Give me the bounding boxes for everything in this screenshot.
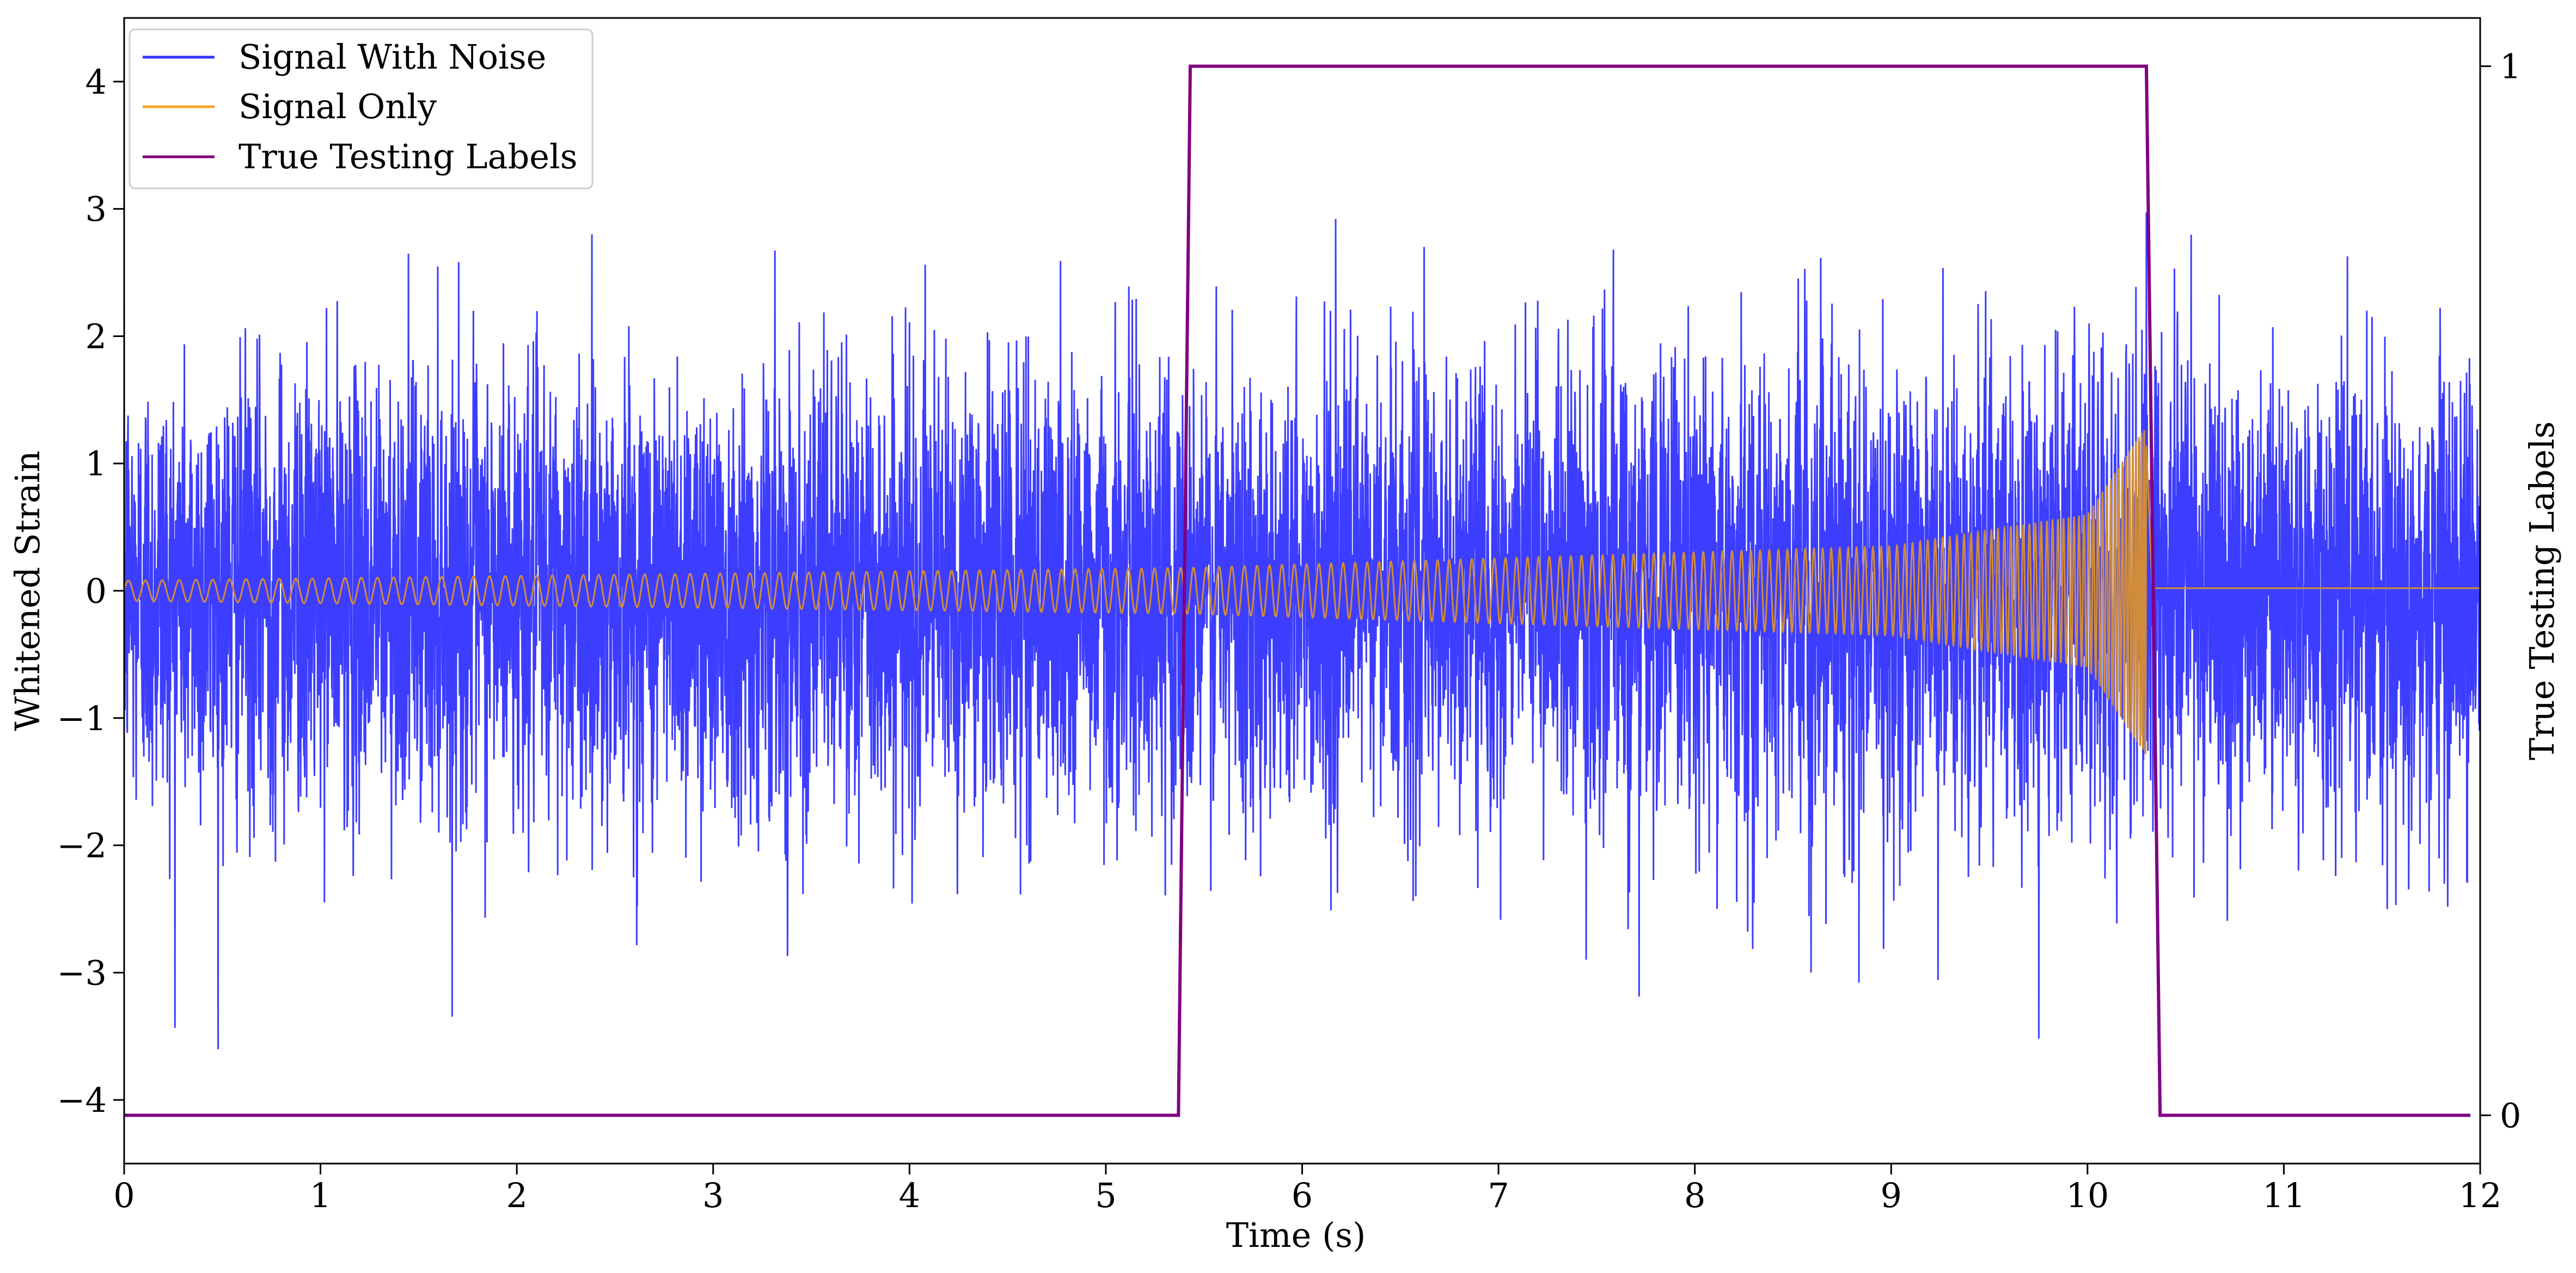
series-true-testing-labels: [124, 64, 2470, 1117]
y-tick-label: 3: [85, 189, 107, 229]
x-tick-label: 6: [1292, 1176, 1313, 1215]
legend-box: [129, 28, 593, 189]
x-tick-label: 5: [1095, 1176, 1116, 1215]
y-tick-label: 1: [85, 444, 107, 484]
legend-label-signal-with-noise: Signal With Noise: [238, 37, 546, 77]
series-signal-only: [124, 430, 2480, 755]
x-tick-label: 3: [702, 1176, 724, 1215]
y-tick-label: −2: [57, 826, 107, 866]
y-tick-label: −3: [57, 953, 107, 993]
x-tick-label: 12: [2459, 1176, 2502, 1215]
series-layer: [124, 64, 2480, 1117]
x-tick-label: 9: [1881, 1176, 1902, 1215]
y-axis-title: Whitened Strain: [8, 451, 47, 731]
y-tick-label: −1: [57, 699, 107, 738]
x-tick-label: 2: [506, 1176, 527, 1215]
y2-tick-label: 1: [2500, 47, 2521, 87]
x-axis-title: Time (s): [1226, 1215, 1366, 1255]
legend-label-signal-only: Signal Only: [238, 87, 437, 126]
y2-axis-title: True Testing Labels: [2522, 421, 2562, 761]
x-tick-label: 0: [113, 1176, 134, 1215]
x-tick-label: 1: [310, 1176, 331, 1215]
y-tick-label: 0: [85, 571, 107, 611]
y-tick-label: 4: [85, 62, 107, 102]
x-tick-label: 11: [2262, 1176, 2305, 1215]
legend: Signal With Noise Signal Only True Testi…: [129, 28, 593, 189]
y2-tick-label: 0: [2500, 1095, 2521, 1135]
y-tick-label: 2: [85, 316, 107, 356]
x-tick-label: 8: [1684, 1176, 1705, 1215]
x-tick-label: 10: [2066, 1176, 2109, 1215]
legend-label-true-testing-labels: True Testing Labels: [238, 137, 578, 176]
x-tick-label: 4: [899, 1176, 920, 1215]
x-tick-label: 7: [1488, 1176, 1509, 1215]
y-tick-label: −4: [57, 1080, 107, 1120]
